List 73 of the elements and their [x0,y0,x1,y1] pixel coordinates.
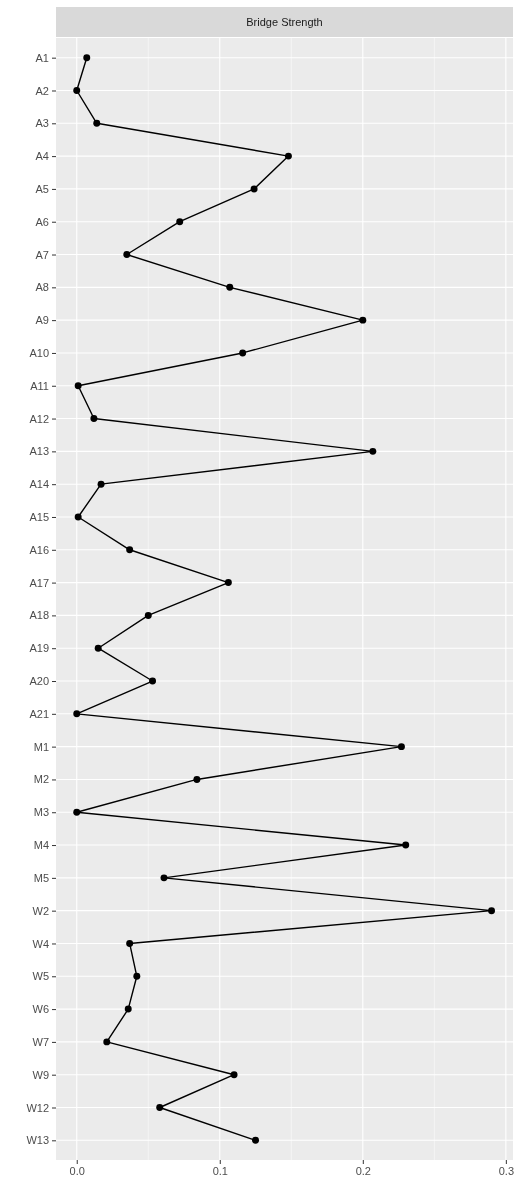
y-tick-label: W12 [26,1101,49,1114]
x-tick-label: 0.0 [69,1164,85,1177]
point [250,185,258,193]
y-tick-label: W7 [32,1035,49,1048]
x-tick-label: 0.3 [498,1164,514,1177]
y-tick-label: W5 [32,970,49,983]
point [160,874,168,882]
y-tick-label: A6 [35,215,49,228]
point [73,710,81,718]
y-tick-label: A1 [35,51,49,64]
y-tick-label: W2 [32,904,49,917]
point [74,513,82,521]
y-tick-label: A13 [29,445,49,458]
point [94,644,102,652]
y-tick-label: A10 [29,346,49,359]
y-tick-label: A20 [29,675,49,688]
y-tick-label: A15 [29,511,49,523]
point [90,415,98,423]
point [124,1005,132,1013]
point [93,119,101,127]
point [83,54,91,62]
point [284,152,292,160]
point [73,87,81,94]
y-tick-label: A3 [35,117,49,130]
point [103,1038,111,1046]
point [193,775,201,783]
y-tick-label: A18 [29,609,49,622]
y-tick-label: M3 [33,806,49,819]
y-tick-label: W9 [32,1068,49,1081]
y-tick-label: M2 [33,773,49,786]
y-tick-label: A12 [29,412,49,425]
y-tick-label: A9 [35,314,49,327]
point [74,382,82,390]
point [73,808,81,816]
y-tick-label: W6 [32,1003,49,1016]
point [488,907,496,915]
point [176,218,184,226]
y-tick-label: A16 [29,543,49,556]
point [144,611,152,619]
point [402,841,410,849]
y-tick-label: W13 [26,1134,49,1147]
y-tick-label: A19 [29,642,49,655]
chart-title: Bridge Strength [246,16,323,28]
y-tick-label: M4 [33,839,49,852]
point [133,972,141,980]
point [156,1104,164,1111]
y-tick-label: A17 [29,576,49,589]
y-tick-label: A21 [29,707,49,720]
point [97,480,105,488]
y-tick-label: W4 [32,937,49,950]
y-tick-label: A4 [35,150,49,163]
y-tick-label: A8 [35,281,49,294]
point [126,940,134,947]
point [239,349,247,357]
point [149,677,157,685]
y-tick-label: A11 [30,379,49,392]
y-tick-label: A14 [29,478,49,491]
point [224,579,232,587]
x-tick-label: 0.2 [355,1164,371,1177]
point [230,1071,238,1079]
point [397,743,405,751]
point [252,1136,260,1144]
y-tick-label: M5 [33,871,49,884]
y-tick-label: A7 [35,248,49,261]
point [369,447,377,455]
y-tick-label: M1 [33,740,49,753]
point [123,251,131,258]
y-tick-label: A2 [35,84,49,97]
y-tick-label: A5 [35,182,49,195]
point [359,316,367,324]
point [226,283,234,291]
x-tick-label: 0.1 [212,1164,228,1177]
point [126,546,134,554]
